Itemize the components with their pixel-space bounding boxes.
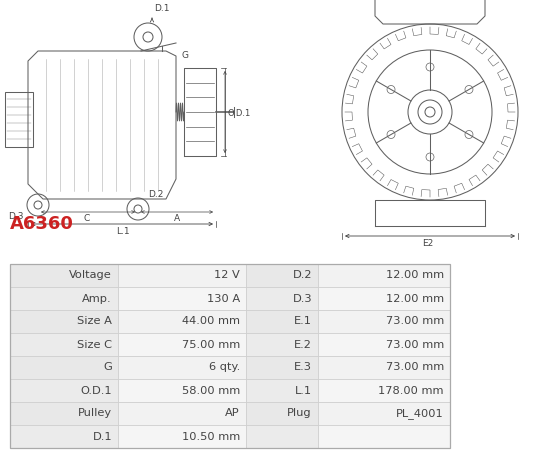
Bar bbox=[5, 92, 33, 147]
Text: 6 qty.: 6 qty. bbox=[209, 362, 240, 373]
Bar bbox=[318, 402, 450, 425]
Bar bbox=[118, 264, 246, 287]
Text: D.3: D.3 bbox=[292, 293, 312, 304]
Text: G: G bbox=[103, 362, 112, 373]
Text: 73.00 mm: 73.00 mm bbox=[386, 362, 444, 373]
Bar bbox=[318, 425, 450, 448]
Bar bbox=[118, 333, 246, 356]
Text: 130 A: 130 A bbox=[207, 293, 240, 304]
Text: D.1: D.1 bbox=[154, 4, 170, 13]
Bar bbox=[118, 287, 246, 310]
Text: Size A: Size A bbox=[77, 317, 112, 326]
Text: D.2: D.2 bbox=[292, 270, 312, 281]
Bar bbox=[10, 356, 118, 379]
Bar bbox=[118, 310, 246, 333]
Bar bbox=[318, 379, 450, 402]
Text: E.3: E.3 bbox=[294, 362, 312, 373]
Text: L.1: L.1 bbox=[116, 227, 129, 236]
Bar bbox=[246, 425, 318, 448]
Bar bbox=[10, 425, 118, 448]
Bar bbox=[246, 287, 318, 310]
Text: 44.00 mm: 44.00 mm bbox=[182, 317, 240, 326]
Text: AP: AP bbox=[225, 409, 240, 418]
Bar bbox=[246, 402, 318, 425]
Bar bbox=[118, 425, 246, 448]
Text: Voltage: Voltage bbox=[69, 270, 112, 281]
Text: D.1: D.1 bbox=[92, 432, 112, 441]
Text: O.D.1: O.D.1 bbox=[228, 109, 251, 118]
Text: 12.00 mm: 12.00 mm bbox=[386, 293, 444, 304]
Text: 73.00 mm: 73.00 mm bbox=[386, 340, 444, 349]
Bar bbox=[10, 264, 118, 287]
Bar bbox=[10, 310, 118, 333]
Bar bbox=[246, 310, 318, 333]
Bar bbox=[10, 379, 118, 402]
Text: Amp.: Amp. bbox=[82, 293, 112, 304]
Bar bbox=[118, 379, 246, 402]
Bar bbox=[246, 356, 318, 379]
Text: O.D.1: O.D.1 bbox=[81, 385, 112, 396]
Bar bbox=[10, 333, 118, 356]
Text: C: C bbox=[84, 214, 90, 223]
Text: 178.00 mm: 178.00 mm bbox=[379, 385, 444, 396]
Bar bbox=[246, 379, 318, 402]
Text: 58.00 mm: 58.00 mm bbox=[182, 385, 240, 396]
Bar bbox=[246, 333, 318, 356]
Text: E.2: E.2 bbox=[294, 340, 312, 349]
Bar bbox=[318, 333, 450, 356]
Text: PL_4001: PL_4001 bbox=[396, 408, 444, 419]
Bar bbox=[318, 287, 450, 310]
Bar bbox=[246, 264, 318, 287]
Bar bbox=[318, 356, 450, 379]
Bar bbox=[10, 264, 450, 448]
Text: E.1: E.1 bbox=[294, 317, 312, 326]
Bar bbox=[318, 310, 450, 333]
Text: 10.50 mm: 10.50 mm bbox=[182, 432, 240, 441]
Text: Pulley: Pulley bbox=[78, 409, 112, 418]
Text: Size C: Size C bbox=[77, 340, 112, 349]
Bar bbox=[10, 402, 118, 425]
Text: 12 V: 12 V bbox=[214, 270, 240, 281]
Text: L.1: L.1 bbox=[295, 385, 312, 396]
Text: A: A bbox=[174, 214, 180, 223]
Text: G: G bbox=[182, 51, 189, 60]
Text: D.2: D.2 bbox=[148, 190, 164, 199]
Text: 73.00 mm: 73.00 mm bbox=[386, 317, 444, 326]
Bar bbox=[118, 356, 246, 379]
Text: 12.00 mm: 12.00 mm bbox=[386, 270, 444, 281]
Text: 75.00 mm: 75.00 mm bbox=[182, 340, 240, 349]
Bar bbox=[118, 402, 246, 425]
Text: D.3: D.3 bbox=[8, 212, 24, 221]
Bar bbox=[10, 287, 118, 310]
Text: E2: E2 bbox=[422, 239, 433, 248]
Text: A6360: A6360 bbox=[10, 215, 74, 233]
Text: Plug: Plug bbox=[287, 409, 312, 418]
Bar bbox=[318, 264, 450, 287]
